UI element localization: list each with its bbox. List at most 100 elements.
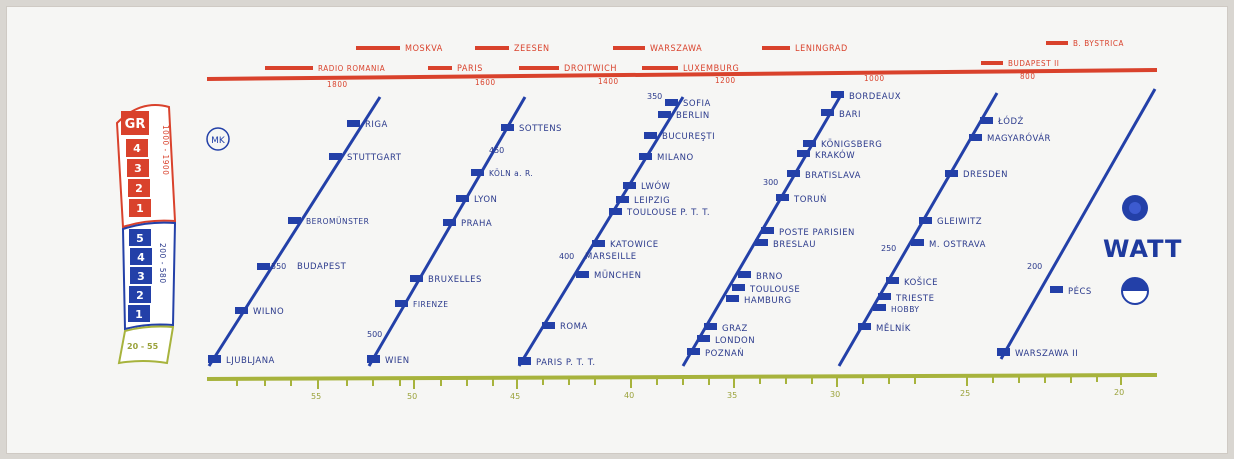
gr-cell-1 xyxy=(129,199,151,217)
logo-text: MK xyxy=(211,136,226,146)
station-marker xyxy=(738,271,751,278)
station-marker xyxy=(761,227,774,234)
lw-tick-1600: 1600 xyxy=(475,78,496,87)
station-label-london: LONDON xyxy=(715,336,755,346)
station-marker xyxy=(235,307,248,314)
station-marker xyxy=(997,348,1010,356)
lw-label-paris: PARIS xyxy=(457,64,483,74)
station-marker xyxy=(347,120,360,127)
mw-line-3 xyxy=(517,96,685,367)
station-marker xyxy=(592,240,605,247)
mw-number-5: 5 xyxy=(136,232,144,245)
lw-tick-1400: 1400 xyxy=(598,77,619,86)
station-marker xyxy=(831,91,844,98)
station-label-toulouse-ptt: TOULOUSE P. T. T. xyxy=(626,208,710,218)
station-marker xyxy=(518,357,531,365)
station-marker xyxy=(616,196,629,203)
lw-bar-droitwich xyxy=(519,66,559,70)
station-marker xyxy=(873,304,886,311)
mw-column-1: RIGA STUTTGART BEROMÜNSTER 550 BUDAPEST … xyxy=(208,120,402,366)
station-label-bratislava: BRATISLAVA xyxy=(805,171,861,181)
station-label-bucuresti: BUCUREŞTI xyxy=(662,132,715,142)
dial-tick-25: 25 xyxy=(960,389,970,398)
lw-tick-1000: 1000 xyxy=(864,74,885,83)
station-marker xyxy=(395,300,408,307)
lw-bar-leningrad xyxy=(762,46,790,50)
station-label-sofia: SOFIA xyxy=(683,99,711,109)
mw-mark-550: 550 xyxy=(271,262,286,271)
sw-range-label: 20 - 55 xyxy=(127,342,159,351)
watt-indicator: WATT xyxy=(1103,195,1181,305)
station-label-firenze: FIRENZE xyxy=(413,300,448,309)
mw-mark-350: 350 xyxy=(647,92,662,101)
station-label-riga: RIGA xyxy=(365,120,388,130)
watt-dot-inner xyxy=(1129,202,1141,214)
station-label-pecs: PÉCS xyxy=(1068,285,1092,297)
dial-tick-30: 30 xyxy=(830,390,840,399)
longwave-section: MOSKVA ZEESEN WARSZAWA LENINGRAD B. BYST… xyxy=(206,39,1158,89)
station-label-katowice: KATOWICE xyxy=(610,240,659,250)
station-label-torun: TORUŃ xyxy=(793,193,827,205)
station-marker xyxy=(658,111,671,118)
station-marker xyxy=(542,322,555,329)
station-label-dresden: DRESDEN xyxy=(963,170,1008,180)
station-label-krakow: KRAKÓW xyxy=(815,149,855,161)
station-label-munchen: MÜNCHEN xyxy=(594,270,641,281)
manufacturer-logo: MK xyxy=(206,127,230,151)
station-label-milano: MILANO xyxy=(657,153,694,163)
mw-mark-200: 200 xyxy=(1027,262,1042,271)
station-marker xyxy=(410,275,423,282)
mw-line-1 xyxy=(207,96,382,367)
mw-column-5: ŁÓDŹ MAGYARÓVÁR DRESDEN GLEIWITZ 250 M. … xyxy=(858,115,1050,334)
lw-bar-paris xyxy=(428,66,452,70)
station-label-hobby: HOBBY xyxy=(891,305,920,314)
dial-tick-50: 50 xyxy=(407,392,417,401)
mw-column-3: 350 SOFIA BERLIN BUCUREŞTI MILANO LWÓW L… xyxy=(518,92,715,368)
station-label-konigsberg: KÖNIGSBERG xyxy=(821,139,882,150)
station-label-graz: GRAZ xyxy=(722,324,748,334)
gr-cell-2 xyxy=(128,179,150,197)
station-marker xyxy=(471,169,484,176)
mw-numbers: 5 4 3 2 1 xyxy=(128,229,152,322)
station-marker xyxy=(755,239,768,246)
station-marker xyxy=(797,150,810,157)
station-marker xyxy=(980,117,993,124)
dial-scale-svg: MOSKVA ZEESEN WARSZAWA LENINGRAD B. BYST… xyxy=(115,39,1181,401)
station-marker xyxy=(886,277,899,284)
mw-number-3: 3 xyxy=(137,270,145,283)
lw-label-bbystrica: B. BYSTRICA xyxy=(1073,39,1124,48)
mw-cell-5 xyxy=(129,229,151,246)
station-marker xyxy=(911,239,924,246)
station-marker xyxy=(787,170,800,177)
lw-label-budapest-ii: BUDAPEST II xyxy=(1008,59,1060,68)
gr-numbers: 4 3 2 1 xyxy=(126,139,151,217)
station-label-stuttgart: STUTTGART xyxy=(347,153,402,163)
station-marker xyxy=(208,355,221,363)
station-label-koln: KÖLN a. R. xyxy=(489,169,533,178)
lw-label-droitwich: DROITWICH xyxy=(564,64,617,74)
mw-cell-3 xyxy=(130,267,152,284)
station-marker xyxy=(639,153,652,160)
station-marker xyxy=(704,323,717,330)
lw-bar-zeesen xyxy=(475,46,509,50)
station-marker xyxy=(945,170,958,177)
station-label-budapest: BUDAPEST xyxy=(297,262,347,272)
bottom-scale-ticks xyxy=(236,375,1122,389)
station-marker xyxy=(443,219,456,226)
mw-mark-300: 300 xyxy=(763,178,778,187)
station-label-berlin: BERLIN xyxy=(676,111,710,121)
waveband-selector: GR 4 3 2 1 1000 - 1900 5 4 3 2 1 200 - 5… xyxy=(115,104,177,365)
station-label-bari: BARI xyxy=(839,110,861,120)
station-marker xyxy=(288,217,301,224)
lw-bar-budapest-ii xyxy=(981,61,1003,65)
mw-number-1: 1 xyxy=(135,308,143,321)
mw-cell-1 xyxy=(128,305,150,322)
mw-mark-450: 450 xyxy=(489,146,504,155)
mw-mark-250: 250 xyxy=(881,244,896,253)
mw-scale-lines xyxy=(207,88,1157,367)
station-marker xyxy=(821,109,834,116)
station-label-bordeaux: BORDEAUX xyxy=(849,92,901,102)
station-marker xyxy=(732,284,745,291)
station-marker xyxy=(858,323,871,330)
bottom-scale-line xyxy=(206,373,1158,381)
